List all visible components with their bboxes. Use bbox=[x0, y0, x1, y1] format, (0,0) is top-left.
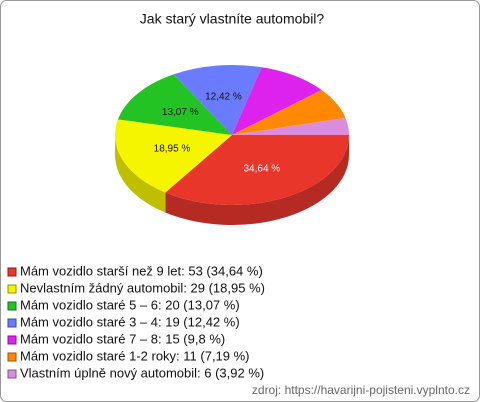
slice bbox=[114, 119, 232, 193]
legend-label: Mám vozidlo staré 3 – 4: 19 (12,42 %) bbox=[20, 314, 240, 329]
slice bbox=[173, 65, 262, 135]
legend-swatch bbox=[7, 369, 17, 379]
legend-label: Mám vozidlo starší než 9 let: 53 (34,64 … bbox=[20, 263, 263, 278]
legend-swatch bbox=[7, 335, 17, 345]
legend-swatch bbox=[7, 318, 17, 328]
legend-label: Vlastním úplně nový automobil: 6 (3,92 %… bbox=[20, 365, 264, 380]
slice bbox=[232, 90, 346, 135]
value-label: 18,95 % bbox=[154, 144, 191, 155]
value-label: 13,07 % bbox=[162, 107, 199, 118]
value-label: 34,64 % bbox=[244, 164, 281, 175]
chart-title: Jak starý vlastníte automobil? bbox=[140, 11, 325, 27]
slice bbox=[165, 135, 349, 205]
slice bbox=[232, 67, 322, 135]
slice-side bbox=[165, 135, 349, 226]
slice bbox=[232, 117, 349, 135]
legend-swatch bbox=[7, 284, 17, 294]
slice bbox=[117, 74, 232, 135]
value-label: 12,42 % bbox=[205, 91, 242, 102]
legend-label: Mám vozidlo staré 5 – 6: 20 (13,07 %) bbox=[20, 297, 240, 312]
legend-label: Mám vozidlo staré 1-2 roky: 11 (7,19 %) bbox=[20, 348, 250, 363]
source: zdroj: https://havarijni-pojisteni.vypln… bbox=[252, 383, 470, 397]
slice-side bbox=[115, 135, 166, 213]
legend-swatch bbox=[7, 352, 17, 362]
legend-swatch bbox=[7, 301, 17, 311]
legend-swatch bbox=[7, 267, 17, 277]
legend-label: Nevlastním žádný automobil: 29 (18,95 %) bbox=[20, 280, 265, 295]
legend-label: Mám vozidlo staré 7 – 8: 15 (9,8 %) bbox=[20, 331, 225, 346]
